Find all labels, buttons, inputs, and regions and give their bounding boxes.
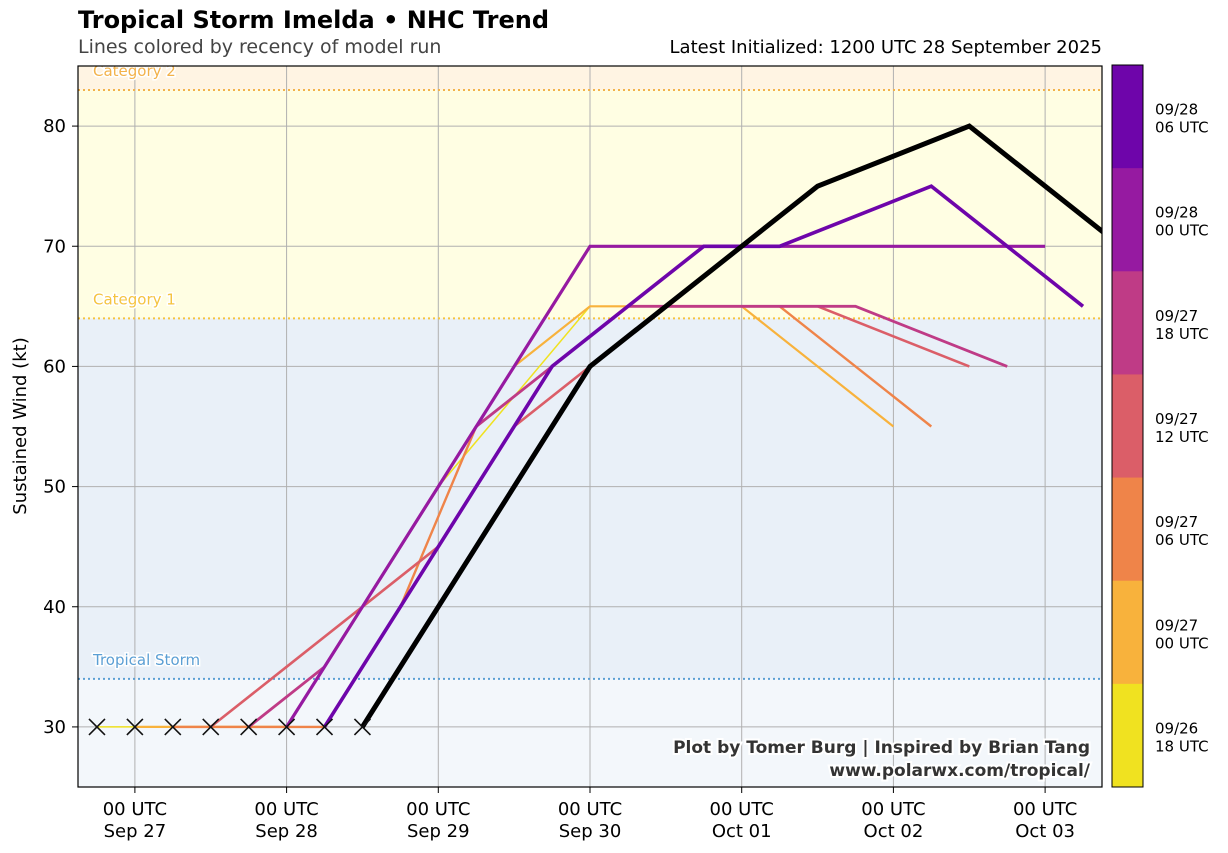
colorbar-label-time-5: 00 UTC bbox=[1155, 634, 1209, 652]
colorbar-frame bbox=[1111, 64, 1144, 788]
credits-block: Plot by Tomer Burg | Inspired by Brian T… bbox=[671, 736, 1093, 783]
observed-marker-2 bbox=[164, 718, 182, 736]
forecast-line-7 bbox=[360, 123, 1102, 729]
colorbar-label-time-4: 06 UTC bbox=[1155, 531, 1209, 549]
x-tick-label-date-4: Oct 01 bbox=[712, 821, 772, 842]
chart-title: Tropical Storm Imelda • NHC Trend bbox=[78, 6, 550, 34]
threshold-label-1: Category 1 bbox=[93, 290, 176, 308]
x-tick-label-date-2: Sep 29 bbox=[407, 821, 470, 842]
chart-subtitle: Lines colored by recency of model run bbox=[78, 36, 442, 58]
y-axis-label: Sustained Wind (kt) bbox=[10, 337, 31, 514]
y-tick-label-5: 80 bbox=[43, 116, 66, 137]
x-tick-label-date-6: Oct 03 bbox=[1015, 821, 1075, 842]
colorbar-segment-1 bbox=[1112, 168, 1143, 272]
colorbar-segment-3 bbox=[1112, 374, 1143, 479]
observed-marker-4 bbox=[240, 718, 258, 736]
observed-marker-stroke bbox=[315, 718, 334, 736]
x-tick-label-time-2: 00 UTC bbox=[406, 799, 470, 820]
observed-marker-stroke bbox=[126, 718, 144, 736]
y-tick-label-0: 30 bbox=[43, 717, 66, 738]
observed-marker-stroke bbox=[88, 718, 106, 736]
x-tick-label-time-5: 00 UTC bbox=[861, 799, 925, 820]
observed-marker-7 bbox=[353, 718, 372, 736]
observed-marker-stroke bbox=[240, 718, 258, 736]
colorbar-label-time-1: 00 UTC bbox=[1155, 222, 1209, 240]
observed-marker-3 bbox=[202, 718, 220, 736]
y-tick-label-1: 40 bbox=[43, 597, 66, 618]
observed-marker-1 bbox=[126, 718, 144, 736]
colorbar-label-date-5: 09/27 bbox=[1155, 616, 1198, 634]
threshold-label-2: Category 2 bbox=[93, 62, 176, 80]
colorbar-label-time-0: 06 UTC bbox=[1155, 119, 1209, 137]
observed-marker-6 bbox=[315, 718, 334, 736]
colorbar-segment-5 bbox=[1112, 580, 1143, 685]
x-tick-label-date-3: Sep 30 bbox=[559, 821, 622, 842]
colorbar-label-time-2: 18 UTC bbox=[1155, 325, 1209, 343]
observed-markers bbox=[88, 718, 372, 736]
x-tick-label-time-6: 00 UTC bbox=[1013, 799, 1077, 820]
observed-marker-stroke bbox=[164, 718, 182, 736]
observed-marker-stroke bbox=[353, 718, 372, 736]
colorbar-label-date-1: 09/28 bbox=[1155, 204, 1198, 222]
observed-marker-stroke bbox=[278, 718, 296, 736]
category-thresholds: Tropical Storm Category 1 Category 2 bbox=[78, 62, 1102, 680]
colorbar-label-time-3: 12 UTC bbox=[1155, 428, 1209, 446]
x-tick-label-date-5: Oct 02 bbox=[864, 821, 924, 842]
y-axis: 30 40 50 60 70 80 bbox=[43, 116, 78, 738]
colorbar-label-date-6: 09/26 bbox=[1155, 719, 1198, 737]
colorbar-segment-6 bbox=[1112, 683, 1143, 788]
colorbar-label-date-3: 09/27 bbox=[1155, 410, 1198, 428]
observed-marker-5 bbox=[278, 718, 296, 736]
colorbar-segment-2 bbox=[1112, 271, 1143, 375]
credit-author: Plot by Tomer Burg | Inspired by Brian T… bbox=[673, 738, 1090, 758]
credit-url: www.polarwx.com/tropical/ bbox=[829, 761, 1090, 781]
observed-marker-0 bbox=[88, 718, 106, 736]
colorbar-label-date-2: 09/27 bbox=[1155, 307, 1198, 325]
x-tick-label-time-0: 00 UTC bbox=[103, 799, 167, 820]
y-tick-label-3: 60 bbox=[43, 356, 66, 377]
observed-marker-stroke bbox=[202, 718, 220, 736]
initialized-label: Latest Initialized: 1200 UTC 28 Septembe… bbox=[669, 37, 1102, 58]
forecast-line-5 bbox=[285, 244, 1046, 728]
x-tick-label-date-0: Sep 27 bbox=[104, 821, 167, 842]
colorbar-segment-4 bbox=[1112, 477, 1143, 582]
colorbar-label-date-4: 09/27 bbox=[1155, 513, 1198, 531]
x-tick-label-time-3: 00 UTC bbox=[558, 799, 622, 820]
x-tick-label-time-1: 00 UTC bbox=[254, 799, 318, 820]
y-tick-label-2: 50 bbox=[43, 477, 66, 498]
x-tick-label-time-4: 00 UTC bbox=[710, 799, 774, 820]
forecast-line-6 bbox=[322, 184, 1085, 728]
colorbar-segment-0 bbox=[1112, 65, 1143, 169]
colorbar-label-time-6: 18 UTC bbox=[1155, 737, 1209, 755]
x-tick-label-date-1: Sep 28 bbox=[255, 821, 318, 842]
y-tick-label-4: 70 bbox=[43, 236, 66, 257]
colorbar-label-date-0: 09/28 bbox=[1155, 101, 1198, 119]
threshold-label-0: Tropical Storm bbox=[92, 651, 200, 669]
forecast-series bbox=[97, 123, 1102, 729]
